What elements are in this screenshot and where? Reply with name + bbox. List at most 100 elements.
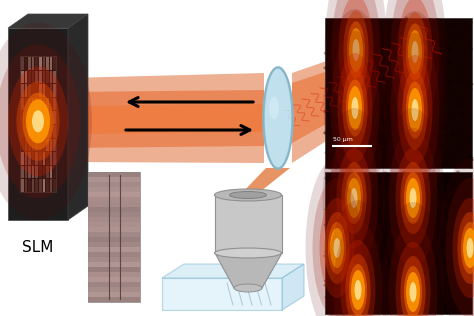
Ellipse shape [362, 220, 366, 223]
Ellipse shape [433, 52, 437, 54]
Ellipse shape [347, 39, 351, 41]
Ellipse shape [438, 104, 441, 106]
Ellipse shape [382, 202, 445, 316]
Ellipse shape [380, 215, 383, 217]
Ellipse shape [333, 295, 337, 298]
Ellipse shape [448, 226, 453, 228]
Ellipse shape [370, 64, 374, 67]
Ellipse shape [363, 217, 367, 220]
Bar [21, 98, 24, 110]
Ellipse shape [426, 112, 430, 115]
Ellipse shape [381, 118, 385, 121]
Ellipse shape [441, 147, 445, 150]
Ellipse shape [431, 296, 436, 299]
Ellipse shape [412, 208, 416, 211]
Bar [46, 179, 49, 192]
Ellipse shape [438, 212, 442, 215]
Bar [36, 139, 38, 151]
Ellipse shape [324, 52, 328, 55]
Bar [88, 282, 140, 287]
Ellipse shape [379, 220, 383, 222]
Ellipse shape [420, 266, 424, 269]
Ellipse shape [342, 61, 346, 64]
Polygon shape [215, 195, 282, 253]
Ellipse shape [452, 142, 456, 145]
Ellipse shape [436, 58, 439, 60]
Ellipse shape [437, 87, 441, 90]
Ellipse shape [337, 259, 341, 262]
Ellipse shape [451, 49, 455, 52]
Ellipse shape [440, 282, 444, 285]
Ellipse shape [408, 278, 412, 281]
Ellipse shape [422, 116, 426, 119]
Ellipse shape [427, 192, 430, 196]
Ellipse shape [351, 285, 355, 288]
Ellipse shape [460, 161, 464, 164]
Ellipse shape [330, 258, 334, 261]
Ellipse shape [405, 67, 410, 70]
Ellipse shape [344, 28, 347, 32]
Ellipse shape [458, 41, 462, 44]
Ellipse shape [457, 212, 474, 284]
Ellipse shape [339, 153, 344, 156]
Bar [88, 247, 140, 252]
Ellipse shape [424, 54, 428, 57]
Ellipse shape [356, 294, 360, 297]
Ellipse shape [467, 270, 472, 273]
Ellipse shape [332, 211, 336, 215]
Ellipse shape [324, 250, 328, 253]
Ellipse shape [328, 145, 332, 149]
Ellipse shape [352, 97, 358, 119]
Ellipse shape [373, 209, 377, 212]
Ellipse shape [381, 174, 384, 177]
Ellipse shape [418, 123, 422, 126]
Ellipse shape [328, 94, 333, 97]
Ellipse shape [382, 188, 386, 191]
Ellipse shape [385, 267, 390, 270]
Bar [46, 139, 49, 151]
Ellipse shape [333, 298, 337, 301]
Bar [50, 112, 53, 124]
Ellipse shape [373, 233, 377, 236]
Ellipse shape [383, 113, 387, 116]
Ellipse shape [438, 158, 474, 316]
Ellipse shape [351, 303, 355, 306]
Ellipse shape [419, 153, 423, 155]
Ellipse shape [387, 66, 391, 69]
Bar [32, 84, 35, 97]
Ellipse shape [407, 257, 411, 260]
Ellipse shape [453, 221, 457, 224]
Ellipse shape [326, 24, 330, 27]
Ellipse shape [371, 278, 374, 282]
Ellipse shape [444, 255, 448, 258]
Bar [88, 287, 140, 292]
Ellipse shape [376, 149, 380, 152]
Bar [39, 70, 42, 83]
Ellipse shape [425, 203, 429, 206]
Ellipse shape [359, 192, 363, 195]
Ellipse shape [344, 284, 348, 287]
Ellipse shape [376, 94, 380, 98]
Ellipse shape [326, 226, 330, 229]
Ellipse shape [417, 255, 420, 258]
Ellipse shape [363, 221, 366, 223]
Ellipse shape [375, 203, 379, 206]
Ellipse shape [395, 247, 400, 250]
Ellipse shape [333, 270, 337, 273]
Ellipse shape [343, 138, 347, 142]
Ellipse shape [361, 138, 365, 141]
Ellipse shape [397, 241, 401, 244]
Ellipse shape [365, 285, 369, 288]
Ellipse shape [469, 87, 473, 90]
Ellipse shape [350, 247, 354, 250]
Ellipse shape [431, 88, 435, 91]
Polygon shape [8, 14, 88, 28]
Ellipse shape [435, 89, 438, 92]
Ellipse shape [424, 77, 428, 80]
Ellipse shape [442, 109, 446, 112]
Ellipse shape [17, 82, 60, 161]
Bar [88, 232, 140, 237]
Ellipse shape [377, 306, 381, 309]
Ellipse shape [364, 286, 368, 289]
Bar [32, 179, 35, 192]
